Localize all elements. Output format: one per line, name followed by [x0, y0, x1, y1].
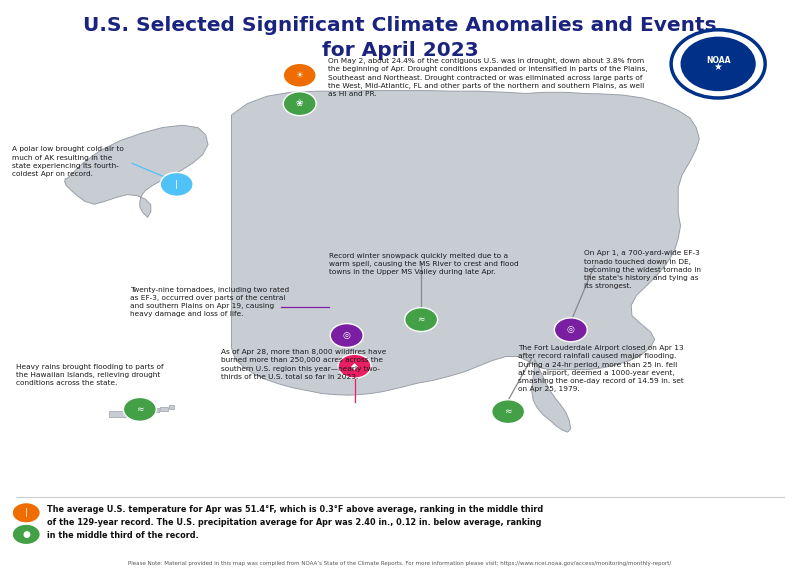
Circle shape: [681, 37, 756, 91]
Text: ≈: ≈: [136, 405, 143, 414]
Text: On Apr 1, a 700-yard-wide EF-3
tornado touched down in DE,
becoming the widest t: On Apr 1, a 700-yard-wide EF-3 tornado t…: [584, 250, 701, 289]
Text: Record winter snowpack quickly melted due to a
warm spell, causing the MS River : Record winter snowpack quickly melted du…: [330, 252, 519, 275]
Circle shape: [330, 324, 363, 347]
Circle shape: [12, 524, 40, 545]
Text: U.S. Selected Significant Climate Anomalies and Events: U.S. Selected Significant Climate Anomal…: [83, 15, 717, 35]
Polygon shape: [109, 411, 132, 417]
Circle shape: [160, 172, 193, 196]
Text: ●: ●: [22, 530, 30, 539]
Text: The Fort Lauderdale Airport closed on Apr 13
after record rainfall caused major : The Fort Lauderdale Airport closed on Ap…: [518, 345, 683, 392]
Circle shape: [12, 502, 40, 523]
Text: ★: ★: [714, 62, 722, 73]
Text: A polar low brought cold air to
much of AK resulting in the
state experiencing i: A polar low brought cold air to much of …: [12, 146, 124, 177]
Text: The average U.S. temperature for Apr was 51.4°F, which is 0.3°F above average, r: The average U.S. temperature for Apr was…: [47, 505, 543, 540]
Text: Please Note: Material provided in this map was compiled from NOAA’s State of the: Please Note: Material provided in this m…: [128, 561, 672, 566]
Circle shape: [123, 397, 156, 421]
Text: ☀: ☀: [296, 71, 304, 80]
Text: |: |: [175, 180, 178, 189]
Text: for April 2023: for April 2023: [322, 41, 478, 60]
Text: ❀: ❀: [296, 99, 303, 108]
Text: Twenty-nine tornadoes, including two rated
as EF-3, occurred over parts of the c: Twenty-nine tornadoes, including two rat…: [130, 287, 289, 317]
Polygon shape: [532, 359, 571, 432]
Polygon shape: [150, 408, 159, 412]
Circle shape: [554, 318, 587, 342]
Polygon shape: [160, 407, 168, 411]
Text: |: |: [25, 508, 28, 517]
Text: ≈: ≈: [504, 407, 512, 416]
Text: ◆: ◆: [351, 361, 358, 371]
Text: ◎: ◎: [567, 325, 574, 335]
Polygon shape: [65, 125, 208, 218]
Text: On May 2, about 24.4% of the contiguous U.S. was in drought, down about 3.8% fro: On May 2, about 24.4% of the contiguous …: [328, 58, 647, 97]
Text: NOAA: NOAA: [706, 56, 730, 65]
Circle shape: [405, 308, 438, 332]
Text: Heavy rains brought flooding to parts of
the Hawaiian Islands, relieving drought: Heavy rains brought flooding to parts of…: [16, 364, 164, 387]
Polygon shape: [231, 91, 699, 395]
Text: ◎: ◎: [342, 331, 350, 340]
Circle shape: [283, 92, 316, 115]
Polygon shape: [169, 405, 174, 409]
Polygon shape: [134, 409, 148, 415]
Text: As of Apr 28, more than 8,000 wildfires have
burned more than 250,000 acres acro: As of Apr 28, more than 8,000 wildfires …: [222, 349, 386, 380]
Circle shape: [283, 63, 316, 87]
Circle shape: [492, 400, 525, 424]
Text: ≈: ≈: [418, 315, 425, 324]
Circle shape: [338, 354, 371, 378]
